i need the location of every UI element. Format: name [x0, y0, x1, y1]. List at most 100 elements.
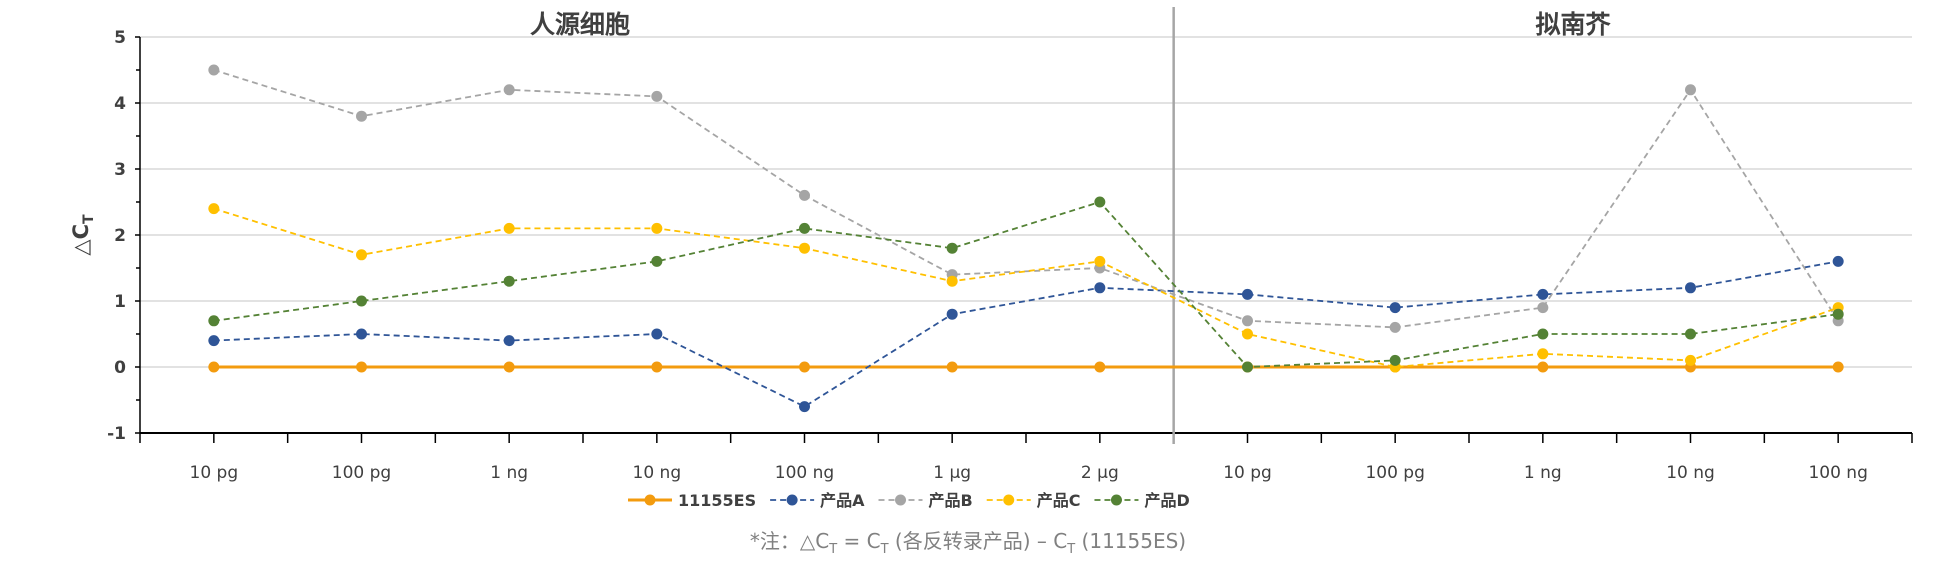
data-point [1685, 328, 1696, 340]
x-tick-label: 100 pg [1365, 463, 1424, 483]
data-point [1094, 282, 1106, 294]
x-tick-label: 2 µg [1081, 463, 1119, 483]
note-sub: T [1066, 542, 1075, 557]
data-point [1389, 321, 1401, 333]
series-line [213, 260, 1839, 408]
axes: -1 0 1 2 3 4 5 10 pg 100 pg 1 ng 10 ng 100 ng 1 µg 2 … [107, 7, 1913, 483]
data-point [946, 242, 958, 254]
legend-swatch-marker [644, 494, 656, 506]
data-point [208, 315, 220, 327]
x-tick-label: 10 pg [1223, 463, 1272, 483]
x-tick-label: 100 pg [332, 463, 391, 483]
x-tick-label: 10 ng [633, 463, 682, 483]
data-point [1094, 255, 1106, 267]
y-axis-label-main: △C [69, 224, 93, 256]
data-point [1242, 315, 1253, 327]
data-point [1242, 328, 1253, 340]
data-point [946, 361, 958, 373]
y-tick-label: 1 [114, 292, 126, 312]
data-point [651, 255, 663, 267]
data-point [1832, 361, 1844, 373]
y-tick-label: -1 [107, 424, 126, 444]
data-point [946, 308, 958, 320]
legend-swatch-marker [786, 494, 798, 506]
data-point [356, 249, 367, 261]
x-tick-label: 100 ng [775, 463, 834, 483]
y-tick-label: 5 [114, 28, 126, 48]
note-suffix: (11155ES) [1075, 529, 1186, 553]
x-tick-label: 1 µg [933, 463, 971, 483]
data-point [651, 328, 663, 340]
series-group [208, 64, 1844, 413]
note-prefix: *注：△C [750, 529, 829, 553]
data-point [208, 335, 220, 347]
note-sub: T [880, 542, 889, 557]
data-point [1537, 288, 1549, 300]
data-point [503, 222, 515, 234]
data-point [1094, 196, 1106, 208]
panel-title-arabidopsis: 拟南芥 [1535, 10, 1611, 39]
data-point [799, 222, 810, 234]
data-point [503, 275, 515, 287]
y-tick-label: 4 [114, 94, 126, 114]
note-mid2: (各反转录产品) – C [889, 529, 1068, 553]
panel-title-human-cells: 人源细胞 [530, 10, 630, 39]
legend-label: 产品A [820, 491, 865, 510]
data-point [1685, 354, 1696, 366]
legend-swatch-marker [1110, 494, 1122, 506]
data-point [356, 295, 367, 307]
data-point [1537, 348, 1549, 360]
legend-label: 11155ES [678, 491, 756, 510]
data-point [1537, 361, 1549, 373]
data-point [651, 90, 663, 102]
data-point [503, 361, 515, 373]
y-tick-label: 0 [114, 358, 126, 378]
footnote: *注：△CT = CT (各反转录产品) – CT (11155ES) [750, 529, 1186, 557]
data-point [1832, 255, 1844, 267]
data-point [356, 110, 367, 122]
data-point [651, 361, 663, 373]
data-point [1389, 302, 1401, 314]
x-tick-label: 10 pg [190, 463, 239, 483]
data-point [946, 275, 958, 287]
data-point [503, 335, 515, 347]
series-line [213, 207, 1839, 368]
data-point [1094, 361, 1106, 373]
legend-label: 产品B [929, 491, 973, 510]
x-tick-label: 10 ng [1666, 463, 1715, 483]
data-point [208, 361, 220, 373]
legend-label: 产品D [1144, 491, 1189, 510]
y-tick-label: 3 [114, 160, 126, 180]
gridlines [140, 36, 1912, 368]
legend-swatch-marker [1003, 494, 1015, 506]
data-point [1685, 84, 1696, 96]
data-point [1537, 302, 1549, 314]
series-line [213, 200, 1839, 368]
data-point [1685, 282, 1696, 294]
data-point [799, 361, 810, 373]
y-tick-label: 2 [114, 226, 126, 246]
note-sub: T [828, 542, 837, 557]
series-line [213, 69, 1839, 329]
data-point [651, 222, 663, 234]
x-tick-label: 1 ng [1524, 463, 1562, 483]
x-tick-label: 100 ng [1808, 463, 1867, 483]
data-point [208, 64, 220, 76]
data-point [1242, 288, 1253, 300]
data-point [1537, 328, 1549, 340]
data-point [1389, 354, 1401, 366]
data-point [356, 328, 367, 340]
data-point [503, 84, 515, 96]
y-axis-label-sub: T [81, 214, 97, 224]
note-mid: = C [837, 529, 880, 553]
legend-label: 产品C [1037, 491, 1081, 510]
legend: 11155ES 产品A 产品B 产品C 产品D [628, 491, 1190, 510]
x-tick-label: 1 ng [490, 463, 528, 483]
y-axis-label: △CT [69, 214, 97, 256]
data-point [799, 242, 810, 254]
data-point [799, 189, 810, 201]
data-point [208, 203, 220, 215]
data-point [1832, 308, 1844, 320]
data-point [1242, 361, 1253, 373]
